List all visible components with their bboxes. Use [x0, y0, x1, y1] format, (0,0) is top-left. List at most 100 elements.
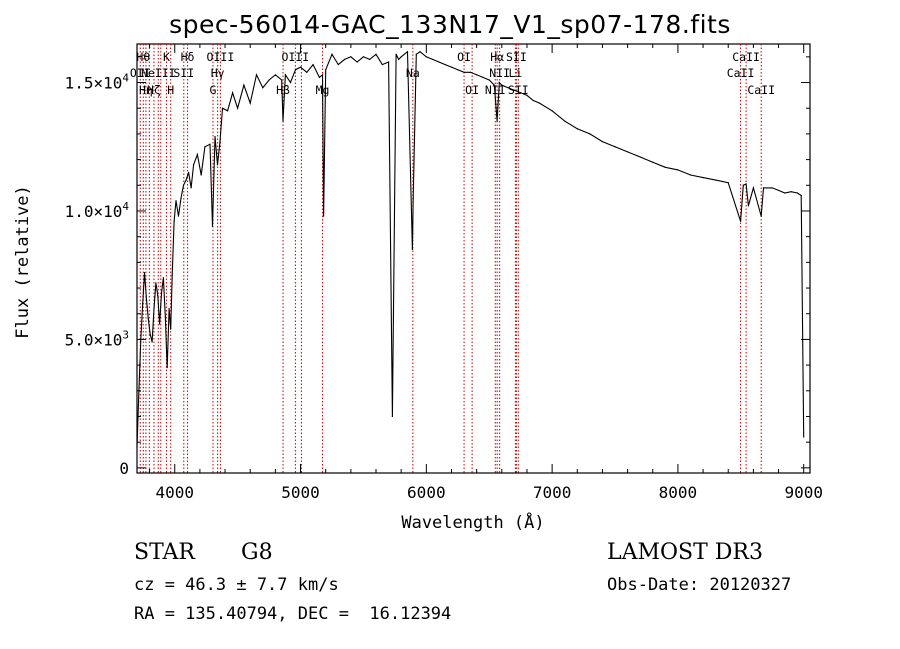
data-point	[803, 436, 805, 438]
data-point	[162, 277, 165, 279]
data-point	[444, 63, 446, 66]
line-marker-label: SII	[173, 66, 194, 80]
line-marker-label: SII	[508, 83, 529, 97]
data-point	[147, 318, 149, 320]
data-point	[727, 182, 729, 184]
data-point	[664, 166, 666, 168]
data-point	[145, 297, 148, 299]
data-point	[350, 56, 352, 58]
data-point	[507, 87, 509, 89]
data-point	[501, 84, 503, 86]
data-point	[306, 71, 308, 73]
y-tick-label: 5.0×103	[65, 328, 129, 349]
data-point	[551, 110, 553, 112]
data-point	[200, 174, 202, 176]
line-marker-label: OIII	[207, 50, 235, 64]
data-point	[381, 63, 383, 66]
y-tick-label: 0	[119, 459, 129, 478]
data-point	[412, 197, 414, 199]
line-marker-label: NeIII	[141, 66, 176, 80]
data-point	[415, 53, 417, 55]
data-point	[626, 151, 629, 153]
data-point	[170, 328, 172, 330]
data-point	[136, 446, 138, 448]
line-marker-label: Hη	[139, 83, 153, 97]
data-point	[164, 315, 166, 317]
data-point	[526, 94, 528, 96]
object-type: STAR	[134, 540, 195, 565]
x-axis-label: Wavelength (Å)	[401, 511, 544, 533]
x-tick-label: 7000	[533, 483, 572, 502]
data-point	[375, 53, 377, 55]
data-point	[488, 79, 490, 81]
data-point	[450, 66, 453, 68]
line-marker-label: Hθ	[136, 50, 150, 64]
data-point	[284, 74, 287, 76]
data-point	[438, 61, 440, 63]
data-point	[425, 56, 427, 58]
data-point	[343, 58, 346, 61]
data-point	[281, 79, 283, 81]
y-axis-label: Flux (relative)	[13, 185, 33, 339]
data-point	[476, 74, 478, 76]
data-point	[760, 215, 762, 217]
data-point	[149, 333, 151, 335]
data-point	[496, 120, 498, 122]
data-point	[221, 107, 224, 109]
data-point	[193, 164, 195, 166]
data-point	[155, 282, 157, 284]
data-point	[742, 184, 744, 186]
data-point	[739, 220, 742, 222]
data-point	[168, 307, 170, 310]
data-point	[185, 179, 187, 181]
line-marker-label: CaII	[732, 50, 760, 64]
data-point	[796, 192, 799, 194]
line-marker-label: OI	[465, 83, 479, 97]
data-point	[777, 189, 780, 192]
x-tick-label: 9000	[784, 483, 823, 502]
line-marker-label: Li	[508, 66, 522, 80]
data-point	[391, 415, 393, 418]
subclass: G8	[241, 540, 273, 565]
data-point	[715, 179, 717, 181]
data-point	[614, 146, 616, 148]
data-point	[702, 176, 704, 179]
data-point	[689, 174, 692, 176]
data-point	[160, 292, 163, 294]
data-point	[369, 58, 371, 61]
coordinates: RA = 135.40794, DEC = 16.12394	[134, 604, 452, 624]
data-point	[182, 184, 185, 186]
data-point	[589, 133, 591, 135]
data-point	[190, 187, 192, 189]
data-point	[262, 87, 264, 89]
data-point	[395, 53, 397, 55]
data-point	[153, 307, 155, 310]
data-point	[159, 323, 161, 325]
data-point	[520, 92, 522, 94]
spectrum-line	[136, 50, 805, 448]
line-marker-label: OII	[130, 66, 151, 80]
data-point	[652, 161, 654, 163]
line-marker-label: NII	[489, 66, 510, 80]
data-point	[143, 272, 146, 274]
line-marker-label: K	[163, 50, 170, 64]
data-point	[237, 107, 239, 109]
line-marker-label: NII	[485, 83, 506, 97]
line-marker-label: OI	[457, 50, 471, 64]
data-point	[771, 187, 773, 189]
data-point	[187, 171, 190, 174]
data-point	[196, 153, 198, 156]
line-marker-label: OIII	[282, 50, 310, 64]
data-point	[469, 71, 471, 73]
data-point	[209, 143, 211, 145]
data-point	[538, 102, 541, 104]
data-point	[173, 220, 175, 222]
data-point	[211, 225, 214, 227]
data-point	[243, 84, 245, 86]
data-point	[762, 187, 765, 189]
line-marker-label: Hζ	[147, 83, 161, 97]
data-point	[432, 58, 434, 61]
data-point	[331, 53, 333, 55]
chart-title: spec-56014-GAC_133N17_V1_sp07-178.fits	[169, 10, 731, 39]
